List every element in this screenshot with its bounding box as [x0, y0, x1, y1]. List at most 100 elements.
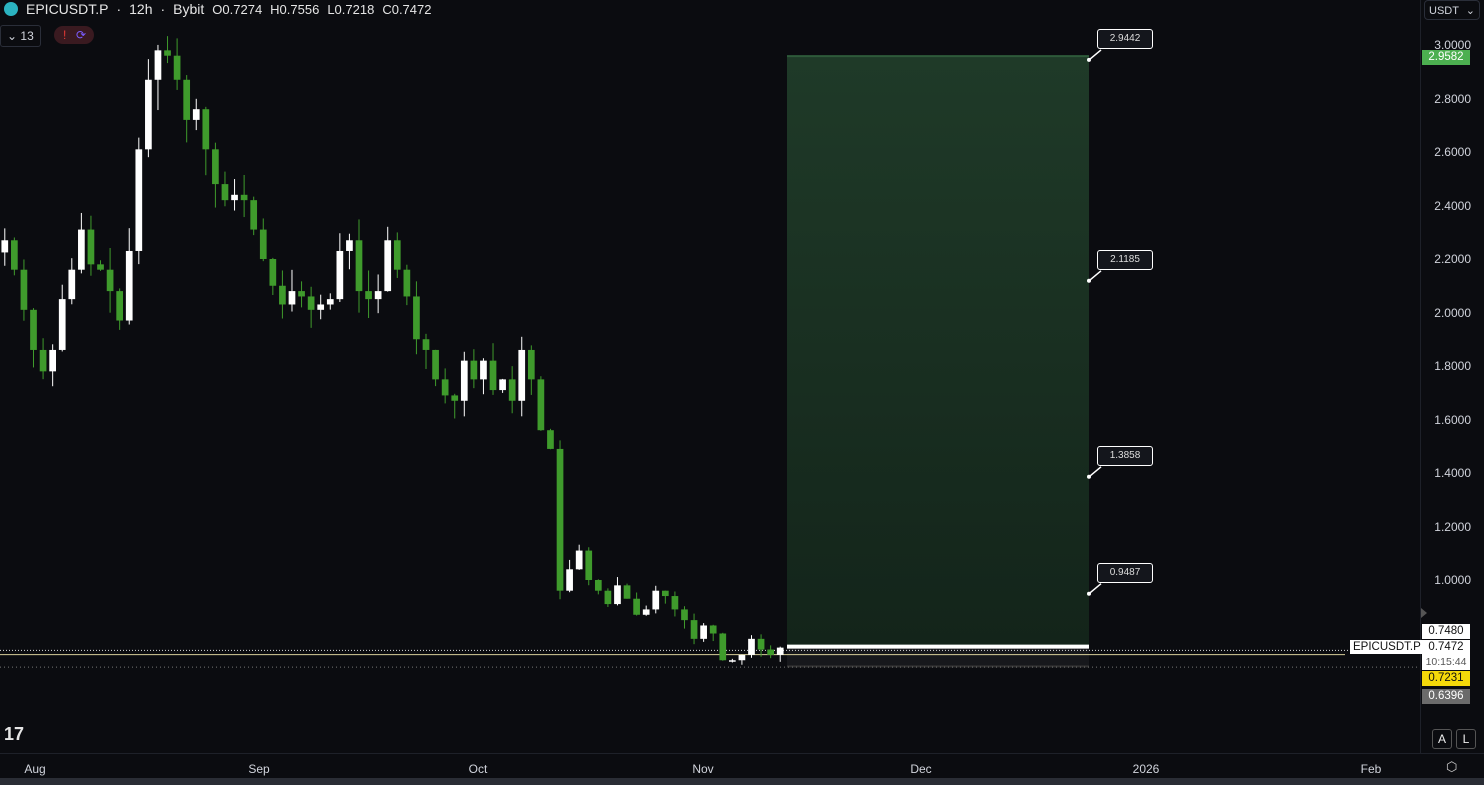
candle-body	[767, 649, 774, 655]
candle-body	[20, 269, 28, 310]
candle-body	[1, 240, 9, 253]
candle-body	[269, 259, 277, 286]
candle-body	[49, 349, 57, 372]
x-tick-label: Oct	[468, 762, 488, 776]
candle-body	[116, 291, 124, 321]
currency-select[interactable]: USDT ⌄	[1424, 0, 1480, 20]
candle-body	[527, 349, 535, 380]
candle-body	[30, 309, 37, 350]
alert-status[interactable]: ! ⟳	[54, 26, 94, 44]
symbol-price-label: EPICUSDT.P	[1350, 640, 1424, 654]
candle-body	[288, 291, 296, 305]
ohlc-high: H0.7556	[270, 1, 320, 17]
callout-dot	[1087, 591, 1091, 596]
symbol-header: EPICUSDT.P · 12h · Bybit O0.7274 H0.7556…	[4, 1, 431, 17]
candle-body	[709, 625, 717, 634]
target-level-label: 0.9487	[1097, 562, 1153, 583]
chevron-down-icon: ⌄	[1465, 5, 1475, 17]
bottom-bar	[0, 778, 1484, 785]
candle-body	[499, 379, 506, 391]
candle-body	[231, 194, 238, 201]
candle-body	[432, 349, 439, 380]
candle-body	[422, 339, 430, 350]
candle-body	[154, 50, 162, 80]
candle-body	[652, 590, 660, 610]
time-axis[interactable]: Aug Sep Oct Nov Dec 2026 Feb	[0, 753, 1484, 779]
candle-body	[413, 296, 420, 340]
candle-body	[97, 264, 104, 270]
candle-body	[681, 609, 688, 621]
scroll-arrow-icon[interactable]	[1421, 608, 1427, 618]
exchange: Bybit	[173, 1, 205, 17]
candle-body	[78, 229, 85, 270]
candle-body	[403, 269, 411, 297]
y-tick-label: 1.6000	[1434, 412, 1471, 427]
y-tick-label: 2.8000	[1434, 91, 1471, 106]
y-tick-label: 1.2000	[1434, 519, 1471, 534]
candle-body	[326, 299, 334, 305]
candle-body	[68, 269, 76, 300]
auto-scale-button[interactable]: A	[1432, 729, 1452, 749]
candle-body	[384, 240, 392, 292]
candle-body	[757, 638, 765, 650]
candle-body	[202, 109, 210, 150]
target-zone	[787, 56, 1089, 648]
x-tick-label: Aug	[24, 762, 46, 776]
last-price-badge: 0.7472	[1422, 640, 1470, 655]
candle-body	[508, 379, 516, 401]
candle-body	[518, 349, 526, 401]
callout-pointer	[1088, 270, 1102, 282]
candle-body	[279, 285, 286, 305]
candle-body	[585, 550, 593, 580]
symbol-name[interactable]: EPICUSDT.P	[26, 1, 109, 17]
candle-body	[776, 647, 784, 655]
candle-body	[298, 291, 305, 297]
candle-body	[633, 598, 640, 615]
callout-pointer	[1088, 466, 1102, 478]
callout-dot	[1087, 474, 1091, 479]
candle-body	[87, 229, 95, 265]
candle-body	[623, 585, 631, 599]
candle-body	[748, 638, 755, 655]
candle-body	[374, 291, 382, 300]
candle-body	[470, 360, 478, 380]
symbol-logo-icon	[4, 2, 18, 16]
candle-body	[594, 580, 602, 591]
candle-body	[547, 430, 554, 449]
candle-body	[671, 596, 679, 610]
candle-body	[58, 299, 66, 350]
candle-body	[566, 569, 573, 591]
interval[interactable]: 12h	[129, 1, 153, 17]
candle-body	[661, 590, 669, 597]
candle-body	[393, 240, 401, 270]
target-level-label: 2.9442	[1097, 28, 1153, 49]
candle-body	[173, 55, 181, 80]
x-tick-label: 2026	[1132, 762, 1160, 776]
stop-zone	[787, 647, 1089, 667]
candle-body	[575, 550, 583, 570]
warning-icon: !	[63, 28, 67, 42]
candle-body	[728, 660, 736, 662]
candle-body	[259, 229, 267, 259]
price-chart[interactable]	[0, 0, 1420, 753]
sync-icon: ⟳	[76, 28, 87, 42]
ohlc-close: C0.7472	[382, 1, 432, 17]
x-tick-label: Nov	[692, 762, 714, 776]
price-axis[interactable]: 3.0000 2.8000 2.6000 2.4000 2.2000 2.0000 1.80…	[1420, 0, 1484, 753]
candle-body	[719, 633, 727, 661]
y-tick-label: 2.0000	[1434, 305, 1471, 320]
bar-countdown: 10:15:44	[1422, 655, 1470, 670]
candle-body	[738, 654, 746, 661]
callout-pointer	[1088, 49, 1102, 61]
separator: ·	[116, 1, 122, 17]
target-level-label: 2.1185	[1097, 249, 1153, 270]
indicators-toggle-button[interactable]: ⌄ 13	[0, 25, 41, 47]
currency-label: USDT	[1429, 5, 1459, 17]
settings-icon[interactable]: ⬡	[1446, 759, 1458, 774]
y-tick-label: 2.2000	[1434, 252, 1471, 266]
y-tick-label: 1.4000	[1434, 466, 1471, 480]
log-scale-button[interactable]: L	[1456, 729, 1476, 749]
callout-pointer	[1088, 583, 1102, 595]
candle-body	[556, 448, 564, 591]
x-tick-label: Feb	[1360, 762, 1382, 776]
